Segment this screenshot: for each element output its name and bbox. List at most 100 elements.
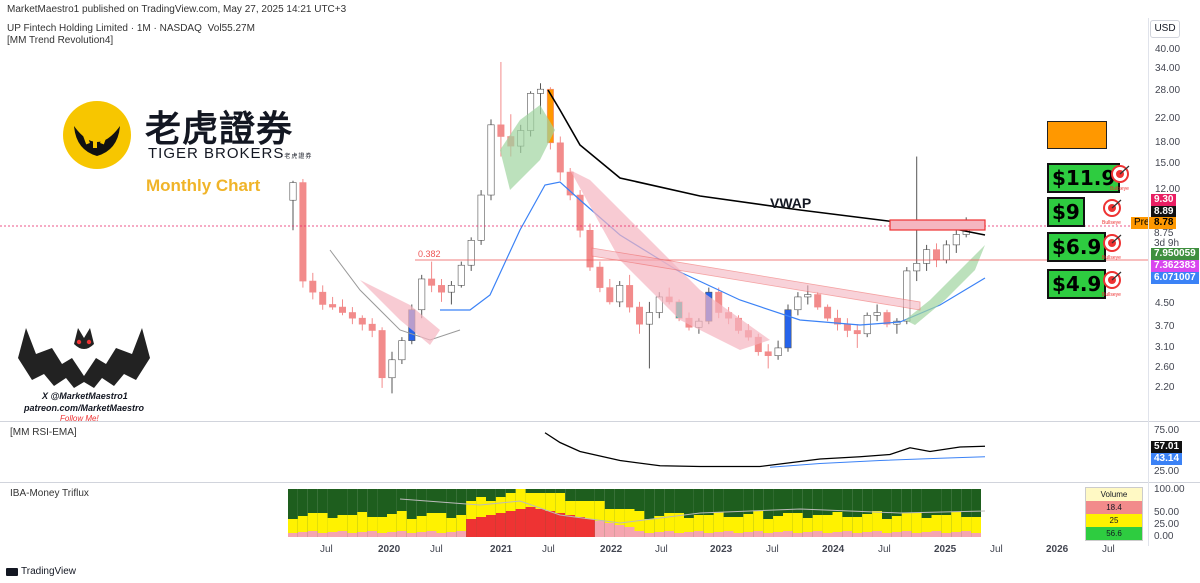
- triflux-bar: [882, 489, 892, 537]
- candle: [893, 318, 901, 334]
- candle: [566, 168, 574, 201]
- price-axis[interactable]: 40.0034.0028.0022.0018.0015.0012.008.755…: [1150, 0, 1200, 420]
- triflux-bar: [377, 489, 387, 537]
- pre-tag: Pre: [1131, 217, 1153, 229]
- bullseye-label: Bullseye: [1110, 186, 1129, 192]
- trend-channel: [591, 247, 921, 311]
- candle: [883, 309, 891, 328]
- candle: [556, 136, 564, 181]
- candle: [843, 318, 851, 338]
- triflux-chart[interactable]: [0, 483, 1148, 543]
- rsi-line: [544, 432, 986, 468]
- legend-header: Volume: [1086, 488, 1142, 501]
- legend-row-green: 56.6: [1086, 527, 1142, 540]
- candle: [853, 324, 861, 348]
- fib-label: 0.382: [418, 249, 441, 259]
- triflux-line: [399, 498, 986, 524]
- candle: [814, 292, 822, 310]
- bullseye-icon: Bullseye: [1102, 199, 1126, 226]
- triflux-tick-100: 100.00: [1154, 484, 1185, 495]
- symbol-title: UP Fintech Holding Limited · 1M · NASDAQ: [7, 23, 202, 34]
- triflux-bar: [426, 489, 437, 537]
- candle: [378, 327, 386, 388]
- currency-box[interactable]: USD: [1150, 20, 1180, 38]
- time-axis-tick: 2025: [934, 544, 957, 555]
- rsi-pane-title: [MM RSI-EMA]: [10, 427, 77, 438]
- price-tag-7-95: 7.950059: [1151, 248, 1199, 260]
- triflux-bar: [436, 489, 447, 537]
- resistance-zone: [889, 219, 986, 231]
- triflux-bar: [822, 489, 833, 537]
- price-axis-tick: 3.10: [1155, 341, 1175, 353]
- price-axis-tick: 34.00: [1155, 62, 1181, 74]
- triflux-bar: [753, 489, 764, 537]
- time-axis-tick: Jul: [320, 544, 333, 555]
- triflux-bar: [872, 489, 882, 537]
- triflux-tick-25: 25.00: [1154, 519, 1180, 530]
- rsi-ema-value-tag: 43.14: [1151, 453, 1183, 465]
- triflux-bar: [832, 489, 843, 537]
- triflux-bar: [802, 489, 813, 537]
- candle: [368, 318, 376, 338]
- triflux-bar: [654, 489, 665, 537]
- price-axis-tick: 2.20: [1155, 381, 1175, 393]
- triflux-bar: [862, 489, 873, 537]
- bull-cloud: [905, 245, 985, 325]
- bullseye-icon: Bullseye: [1102, 271, 1126, 298]
- publisher-line: MarketMaestro1 published on TradingView.…: [7, 4, 347, 15]
- logo-chinese: 老虎證券: [145, 109, 294, 150]
- price-axis-tick: 4.50: [1155, 298, 1175, 310]
- time-axis[interactable]: Jul 2020 Jul 2021 Jul 2022 Jul 2023 Jul 2024 Jul 20…: [0, 544, 1148, 558]
- triflux-tick-50: 50.00: [1154, 507, 1180, 518]
- main-chart[interactable]: [0, 40, 1148, 420]
- triflux-bar: [783, 489, 793, 537]
- triflux-bar: [337, 489, 348, 537]
- candle: [457, 261, 465, 288]
- candle: [319, 285, 327, 310]
- pane-divider[interactable]: [0, 482, 1200, 483]
- bullseye-label: Bullseye: [1102, 292, 1121, 298]
- candle: [477, 190, 485, 245]
- triflux-bar: [466, 489, 477, 537]
- rsi-tick-25: 25.00: [1154, 466, 1180, 477]
- triflux-bar: [763, 489, 774, 537]
- logo-small-text: 老虎證券: [284, 154, 313, 160]
- triflux-bar: [387, 489, 397, 537]
- triflux-bar: [565, 489, 576, 537]
- triflux-bar: [812, 489, 823, 537]
- triflux-bar: [931, 489, 942, 537]
- candle: [626, 274, 634, 313]
- volume-readout: Vol55.27M: [207, 23, 255, 34]
- time-axis-tick: Jul: [542, 544, 555, 555]
- candle: [774, 340, 782, 360]
- tiger-logo: [60, 98, 134, 177]
- rsi-chart[interactable]: [0, 422, 1148, 482]
- triflux-bar: [773, 489, 783, 537]
- triflux-tick-0: 0.00: [1154, 531, 1174, 542]
- triflux-bar: [327, 489, 338, 537]
- candle: [329, 296, 337, 310]
- triflux-legend: Volume 18.4 25 56.6: [1085, 487, 1143, 541]
- candle: [764, 344, 772, 369]
- candle: [437, 278, 445, 302]
- triflux-bar: [674, 489, 684, 537]
- triflux-bar: [545, 489, 556, 537]
- time-axis-tick: Jul: [766, 544, 779, 555]
- triflux-bar: [743, 489, 754, 537]
- target-label: $11.9: [1047, 163, 1121, 193]
- candle: [467, 237, 475, 271]
- bull-cloud: [500, 105, 555, 190]
- pane-divider[interactable]: [0, 421, 1200, 422]
- candle: [794, 292, 802, 316]
- tradingview-footer[interactable]: TradingView: [6, 566, 76, 577]
- bullseye-icon: Bullseye: [1102, 234, 1126, 261]
- bat-icon: [18, 328, 150, 388]
- candle: [873, 304, 881, 322]
- legend-row-red: 18.4: [1086, 501, 1142, 514]
- watermark-line3: Follow Me!: [60, 414, 99, 423]
- time-axis-tick: Jul: [1102, 544, 1115, 555]
- candle: [398, 337, 406, 365]
- price-tag-8-89: 8.89: [1151, 206, 1177, 218]
- time-axis-tick: 2026: [1046, 544, 1069, 555]
- triflux-bar: [961, 489, 972, 537]
